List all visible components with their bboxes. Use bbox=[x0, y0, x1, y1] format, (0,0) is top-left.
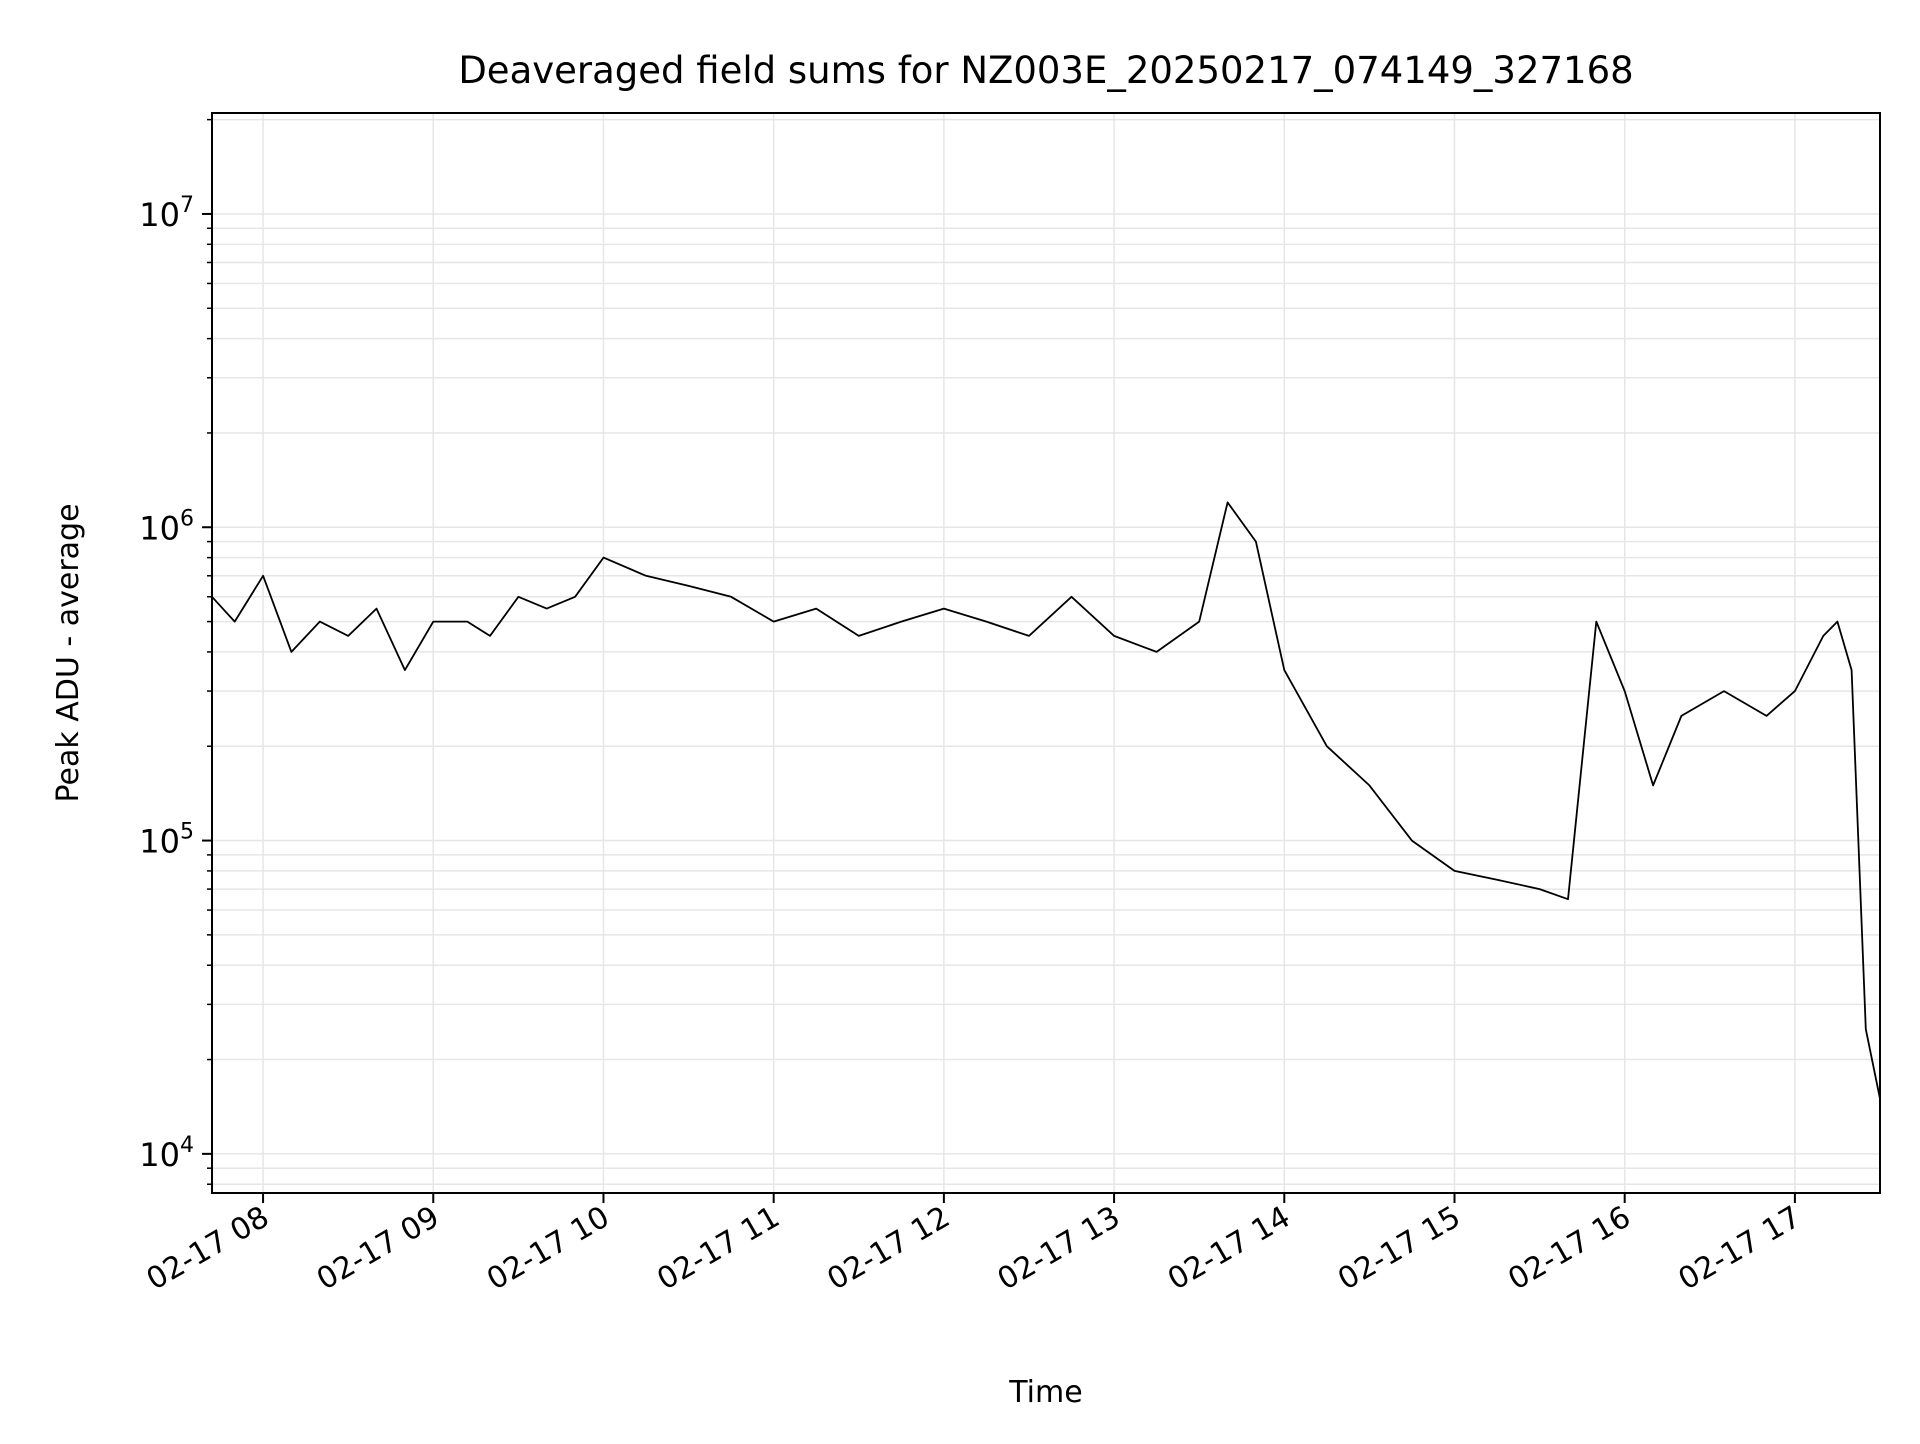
x-tick-label: 02-17 10 bbox=[481, 1200, 615, 1298]
chart-title: Deaveraged field sums for NZ003E_2025021… bbox=[458, 49, 1633, 92]
y-tick-label: 106 bbox=[139, 506, 194, 547]
y-axis-label: Peak ADU - average bbox=[51, 503, 86, 802]
y-tick-label: 104 bbox=[139, 1133, 194, 1174]
x-tick-label: 02-17 17 bbox=[1673, 1200, 1807, 1298]
x-tick-label: 02-17 13 bbox=[992, 1200, 1126, 1298]
grid-layer bbox=[212, 113, 1880, 1193]
x-tick-label: 02-17 15 bbox=[1332, 1200, 1466, 1298]
y-tick-label: 107 bbox=[139, 193, 194, 234]
plot-frame bbox=[211, 112, 1881, 1194]
series-line bbox=[211, 501, 1881, 1099]
x-tick-label: 02-17 16 bbox=[1502, 1200, 1636, 1298]
x-tick-label: 02-17 11 bbox=[651, 1200, 785, 1298]
y-tick-label: 105 bbox=[139, 820, 194, 861]
tick-layer: 104 105 106 107 02-17 08 02-17 09 02-17 10 02-1… bbox=[139, 118, 1807, 1298]
x-tick-label: 02-17 08 bbox=[141, 1200, 275, 1298]
x-tick-label: 02-17 09 bbox=[311, 1200, 445, 1298]
x-axis-label: Time bbox=[1008, 1375, 1082, 1410]
line-layer bbox=[211, 501, 1881, 1099]
x-tick-label: 02-17 12 bbox=[822, 1200, 956, 1298]
x-tick-label: 02-17 14 bbox=[1162, 1200, 1296, 1298]
